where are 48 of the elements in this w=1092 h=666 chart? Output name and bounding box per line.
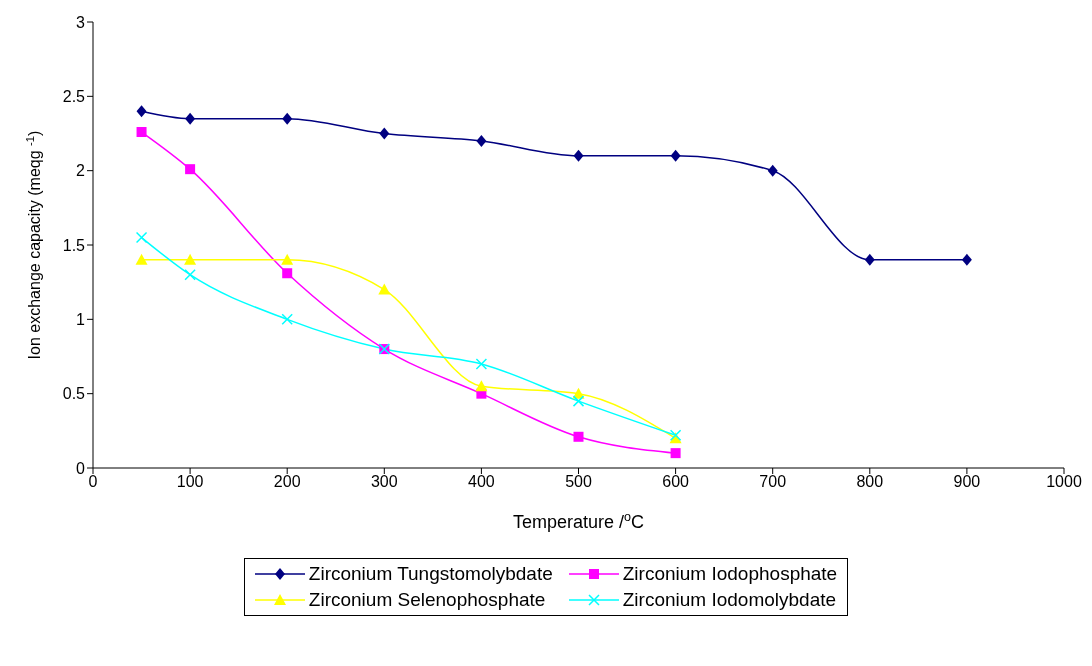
legend-label: Zirconium Iodophosphate: [622, 563, 838, 585]
x-tick-label: 600: [662, 473, 690, 491]
y-tick-label: 0: [76, 459, 86, 477]
point: [573, 431, 584, 442]
y-tick-label: 0.5: [62, 385, 86, 403]
point: [767, 164, 778, 177]
x-tick-label: 200: [273, 473, 301, 491]
point: [475, 358, 488, 370]
y-tick-label: 3: [76, 13, 86, 31]
x-tick-label: 100: [176, 473, 204, 491]
x-axis-title: Temperature /$^{o}$C: [512, 510, 645, 532]
point: [185, 112, 196, 125]
legend-label: Zirconium Iodomolybdate: [622, 589, 837, 611]
point: [864, 253, 875, 266]
y-tick-label: 1: [76, 311, 86, 329]
legend-label: Zirconium Selenophosphate: [308, 589, 546, 611]
y-tick-label: 2.5: [62, 88, 86, 106]
point: [961, 253, 972, 266]
x-tick-label: 300: [370, 473, 398, 491]
point: [281, 313, 293, 326]
point: [135, 253, 148, 265]
point: [670, 448, 681, 459]
x-tick-label: 0: [88, 473, 98, 491]
point: [476, 134, 487, 147]
point: [136, 105, 147, 118]
x-tick-label: 500: [565, 473, 592, 491]
y-tick-label: 1.5: [62, 236, 86, 254]
point: [136, 127, 147, 138]
x-tick-label: 900: [953, 473, 981, 491]
legend-label: Zirconium Tungstomolybdate: [308, 563, 553, 585]
y-tick-label: 2: [76, 162, 86, 180]
point: [185, 164, 196, 175]
point: [184, 253, 197, 265]
point: [670, 149, 681, 162]
x-tick-label: 1000: [1046, 473, 1082, 491]
point: [282, 112, 293, 125]
point: [572, 395, 585, 407]
x-tick-label: 400: [468, 473, 495, 491]
point: [378, 283, 391, 295]
x-tick-label: 700: [759, 473, 787, 491]
point: [379, 127, 390, 140]
point: [475, 380, 488, 392]
point: [573, 149, 584, 162]
point: [281, 253, 294, 265]
point: [282, 268, 293, 279]
point: [135, 231, 148, 244]
x-tick-label: 800: [856, 473, 884, 491]
point: [184, 268, 196, 281]
